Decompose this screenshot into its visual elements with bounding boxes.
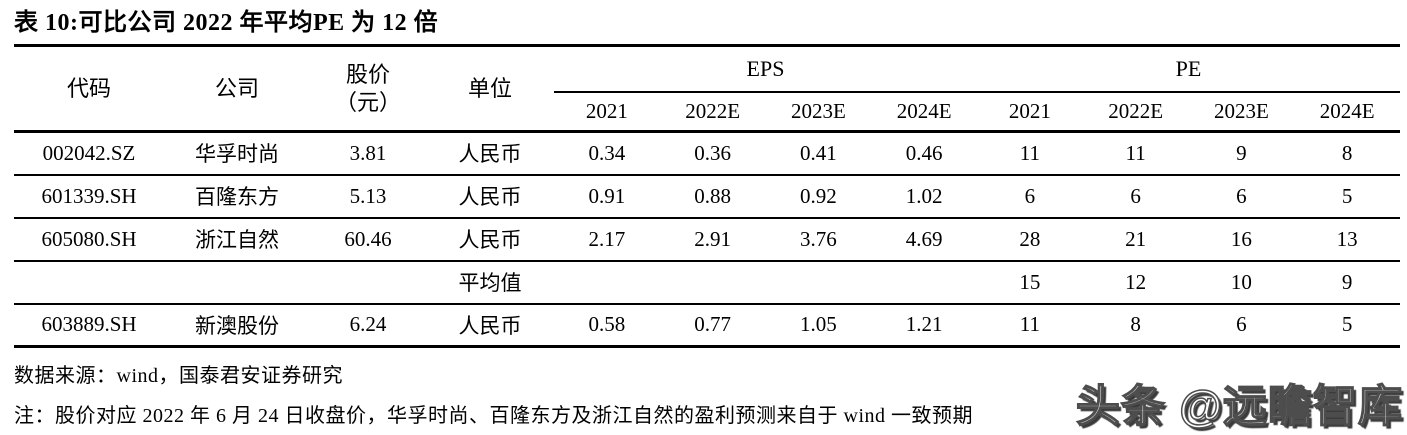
eps-year-header: 2024E (871, 91, 977, 133)
empty-cell (659, 260, 766, 305)
eps-value-cell: 2.17 (554, 217, 660, 262)
eps-value-cell: 1.02 (871, 174, 977, 219)
company-cell: 浙江自然 (164, 217, 310, 262)
average-row: 平均值 15 12 10 9 (14, 260, 1400, 305)
table-row: 605080.SH 浙江自然 60.46 人民币 2.17 2.91 3.76 … (14, 217, 1400, 262)
empty-cell (765, 260, 872, 305)
pe-year-header: 2022E (1082, 91, 1189, 133)
pe-value-cell: 8 (1130, 312, 1141, 337)
eps-value-cell: 1.05 (800, 312, 837, 337)
code-cell: 605080.SH (14, 217, 164, 262)
eps-value-cell: 0.88 (659, 174, 766, 219)
comparable-companies-table: 代码 公司 股价 （元） 单位 EPS PE 2021 2022E 2023E … (14, 44, 1400, 348)
price-header-line1: 股价 (345, 62, 390, 87)
column-header-price: 股价 （元） (310, 45, 426, 133)
eps-value-cell: 0.77 (694, 312, 731, 337)
unit-cell: 人民币 (426, 217, 554, 262)
pe-year-header: 2024E (1294, 91, 1400, 133)
company-cell: 新澳股份 (195, 313, 279, 338)
pe-year-header: 2021 (977, 91, 1083, 133)
price-cell: 5.13 (310, 174, 426, 219)
eps-value-cell: 0.92 (765, 174, 872, 219)
eps-value-cell: 0.46 (871, 131, 977, 176)
table-title: 表 10:可比公司 2022 年平均PE 为 12 倍 (14, 10, 439, 36)
empty-cell (871, 260, 977, 305)
code-cell: 603889.SH (41, 312, 137, 337)
price-header-line2: （元） (334, 89, 401, 115)
eps-value-cell: 3.76 (765, 217, 872, 262)
column-header-company: 公司 (164, 45, 310, 133)
eps-value-cell: 4.69 (871, 217, 977, 262)
pe-value-cell: 11 (1082, 131, 1189, 176)
column-header-code: 代码 (14, 45, 164, 133)
average-pe-cell: 12 (1082, 260, 1189, 305)
eps-value-cell: 0.41 (765, 131, 872, 176)
pe-value-cell: 13 (1294, 217, 1400, 262)
price-cell: 6.24 (349, 312, 387, 337)
code-cell: 002042.SZ (14, 131, 164, 176)
average-label-cell: 平均值 (426, 260, 554, 305)
eps-year-header: 2023E (765, 91, 872, 133)
pe-value-cell: 6 (1236, 312, 1247, 337)
empty-cell (14, 260, 164, 305)
footnote: 注：股价对应 2022 年 6 月 24 日收盘价，华孚时尚、百隆东方及浙江自然… (14, 405, 973, 427)
average-pe-cell: 10 (1188, 260, 1295, 305)
table-row: 002042.SZ 华孚时尚 3.81 人民币 0.34 0.36 0.41 0… (14, 131, 1400, 176)
data-source-note: 数据来源：wind，国泰君安证券研究 (14, 365, 343, 387)
table-group-header-row: 代码 公司 股价 （元） 单位 EPS PE (14, 45, 1400, 133)
table-row: 601339.SH 百隆东方 5.13 人民币 0.91 0.88 0.92 1… (14, 174, 1400, 219)
pe-value-cell: 28 (977, 217, 1083, 262)
eps-year-header: 2022E (659, 91, 766, 133)
eps-value-cell: 2.91 (659, 217, 766, 262)
pe-value-cell: 9 (1188, 131, 1295, 176)
pe-value-cell: 6 (1082, 174, 1189, 219)
eps-value-cell: 0.36 (659, 131, 766, 176)
group-header-pe: PE (977, 45, 1400, 93)
unit-cell: 人民币 (458, 313, 522, 338)
company-cell: 百隆东方 (164, 174, 310, 219)
table-row: 603889.SH 新澳股份 6.24 人民币 0.58 0.77 1.05 1… (14, 304, 1400, 347)
company-cell: 华孚时尚 (164, 131, 310, 176)
pe-value-cell: 16 (1188, 217, 1295, 262)
code-cell: 601339.SH (14, 174, 164, 219)
pe-value-cell: 8 (1294, 131, 1400, 176)
unit-cell: 人民币 (426, 174, 554, 219)
unit-cell: 人民币 (426, 131, 554, 176)
price-cell: 3.81 (310, 131, 426, 176)
pe-value-cell: 5 (1341, 312, 1353, 337)
pe-value-cell: 11 (977, 131, 1083, 176)
column-header-unit: 单位 (426, 45, 554, 133)
eps-value-cell: 0.91 (554, 174, 660, 219)
eps-value-cell: 0.58 (588, 312, 626, 337)
pe-value-cell: 21 (1082, 217, 1189, 262)
eps-value-cell: 1.21 (905, 312, 943, 337)
average-pe-cell: 15 (977, 260, 1083, 305)
watermark: 头条 @远瞻智库 (1075, 381, 1403, 432)
average-pe-cell: 9 (1294, 260, 1400, 305)
eps-value-cell: 0.34 (554, 131, 660, 176)
pe-year-header: 2023E (1188, 91, 1295, 133)
empty-cell (164, 260, 310, 305)
table-year-header-row: 2021 2022E 2023E 2024E 2021 2022E 2023E … (14, 91, 1400, 133)
eps-year-header: 2021 (554, 91, 660, 133)
price-cell: 60.46 (310, 217, 426, 262)
empty-cell (554, 260, 660, 305)
pe-value-cell: 6 (977, 174, 1083, 219)
pe-value-cell: 5 (1294, 174, 1400, 219)
empty-cell (310, 260, 426, 305)
group-header-eps: EPS (554, 45, 977, 93)
pe-value-cell: 6 (1188, 174, 1295, 219)
pe-value-cell: 11 (1019, 312, 1040, 337)
